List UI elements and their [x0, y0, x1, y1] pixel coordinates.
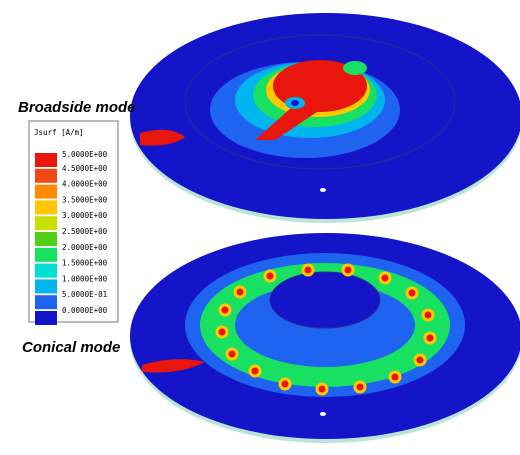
top-disk	[130, 13, 520, 223]
legend-swatch	[35, 185, 57, 199]
legend-label: 1.0000E+00	[62, 274, 108, 283]
legend-label: 3.0000E+00	[62, 211, 108, 220]
bottom-label: Conical mode	[22, 339, 120, 356]
legend-swatch	[35, 200, 57, 214]
legend-label: 2.0000E+00	[62, 243, 108, 252]
legend-label: 2.5000E+00	[62, 227, 108, 236]
legend-label: 4.5000E+00	[62, 164, 108, 173]
bottom-disk	[130, 233, 520, 443]
figure: Broadside mode Conical mode Jsurf [A/m] …	[0, 0, 520, 455]
top-label: Broadside mode	[18, 99, 136, 116]
legend-swatch	[35, 169, 57, 183]
legend-label: 5.0000E+00	[62, 150, 108, 159]
legend-label: 4.0000E+00	[62, 180, 108, 189]
legend-swatch	[35, 232, 57, 246]
legend-swatch	[35, 264, 57, 278]
legend-swatch	[35, 216, 57, 230]
legend: Jsurf [A/m] 5.0000E+00 4.5000E+00 4.0000E+…	[29, 121, 118, 325]
legend-swatch	[35, 248, 57, 262]
legend-swatch	[35, 279, 57, 293]
legend-title: Jsurf [A/m]	[34, 128, 84, 137]
legend-label: 3.5000E+00	[62, 195, 108, 204]
legend-label: 0.0000E+00	[62, 306, 108, 315]
legend-swatch	[35, 311, 57, 325]
legend-label: 5.0000E-01	[62, 290, 107, 299]
legend-label: 1.5000E+00	[62, 259, 108, 268]
legend-swatch	[35, 295, 57, 309]
legend-swatch	[35, 153, 57, 167]
